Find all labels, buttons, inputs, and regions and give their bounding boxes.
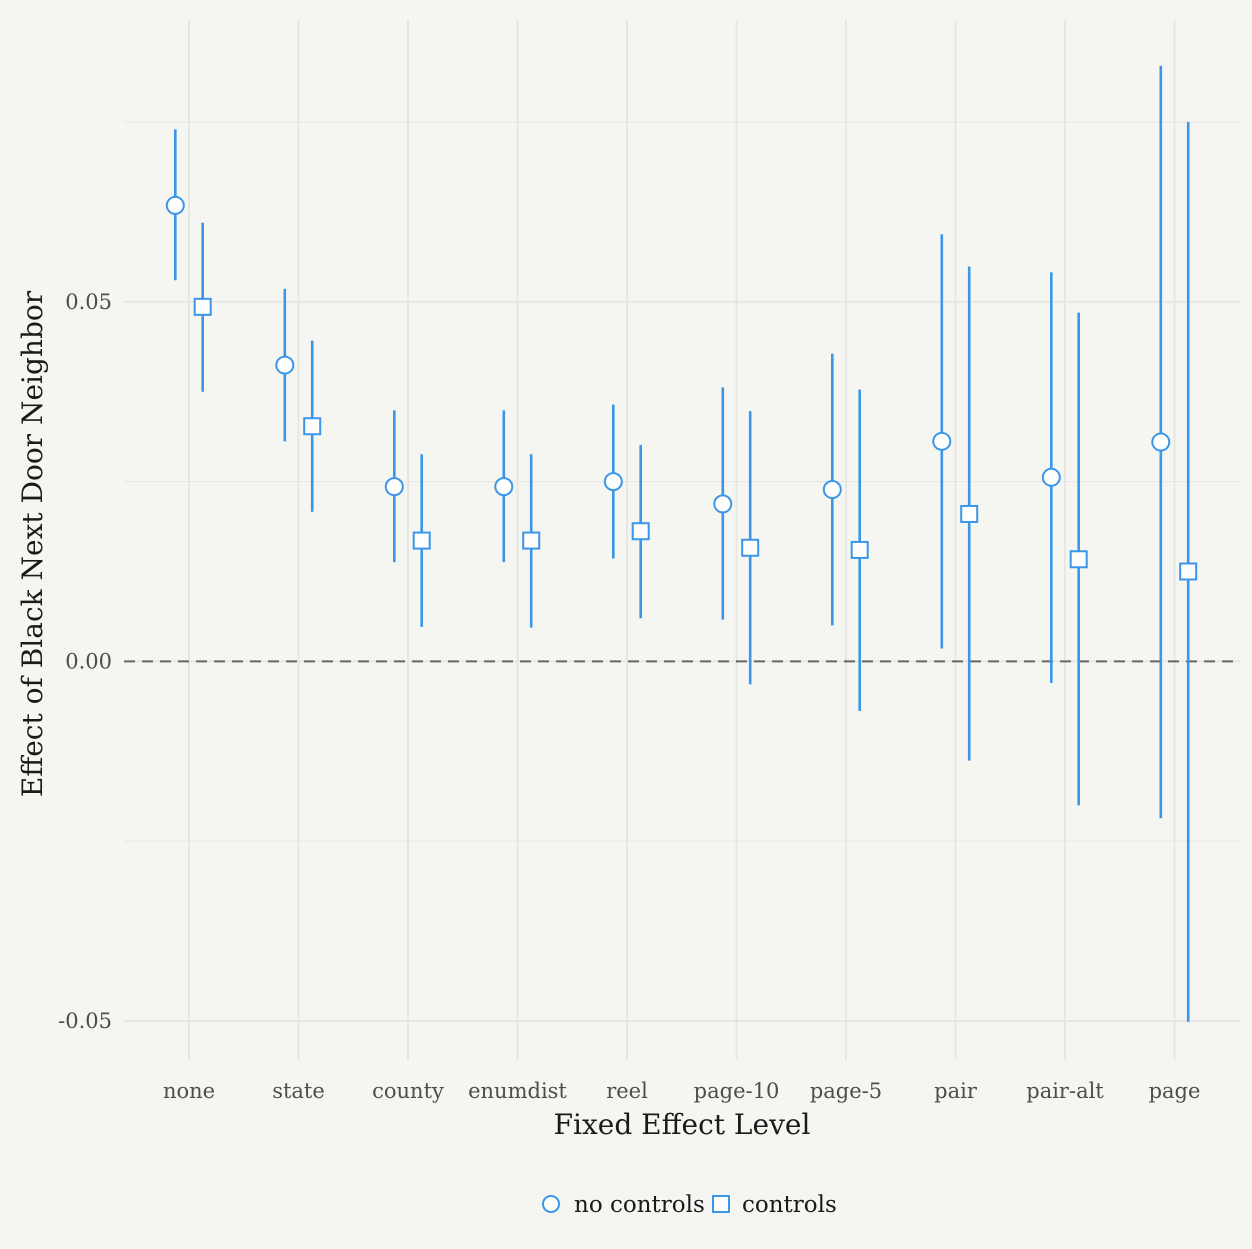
x-tick-label: pair bbox=[934, 1079, 978, 1103]
legend-circle-marker bbox=[542, 1195, 560, 1213]
point-no-controls bbox=[494, 477, 514, 497]
y-axis-title: Effect of Black Next Door Neighbor bbox=[16, 290, 49, 797]
point-no-controls bbox=[275, 355, 295, 375]
point-controls bbox=[850, 540, 869, 559]
point-no-controls bbox=[713, 494, 733, 514]
point-no-controls bbox=[384, 477, 404, 497]
point-controls bbox=[522, 531, 541, 550]
legend-square-marker bbox=[712, 1195, 730, 1213]
point-controls bbox=[631, 522, 650, 541]
point-controls bbox=[193, 297, 212, 316]
point-no-controls bbox=[603, 472, 623, 492]
x-tick-label: county bbox=[372, 1079, 444, 1103]
y-tick-label: 0.05 bbox=[65, 290, 112, 314]
point-controls bbox=[960, 504, 979, 523]
x-tick-labels: none state county enumdist reel page-10 page-5… bbox=[163, 1079, 1200, 1103]
x-tick-label: pair-alt bbox=[1026, 1079, 1104, 1103]
point-controls bbox=[412, 531, 431, 550]
point-controls bbox=[1069, 550, 1088, 569]
x-tick-label: page-10 bbox=[694, 1079, 780, 1103]
x-tick-label: page bbox=[1149, 1079, 1201, 1103]
point-no-controls bbox=[1151, 432, 1171, 452]
point-controls bbox=[303, 417, 322, 436]
x-tick-label: enumdist bbox=[468, 1079, 567, 1103]
y-tick-label: -0.05 bbox=[58, 1009, 112, 1033]
y-tick-labels: -0.05 0.00 0.05 bbox=[58, 290, 112, 1033]
grid-layer bbox=[124, 20, 1240, 1060]
x-tick-label: page-5 bbox=[810, 1079, 882, 1103]
point-controls bbox=[741, 538, 760, 557]
point-no-controls bbox=[932, 431, 952, 451]
data-layer bbox=[165, 65, 1198, 1022]
point-no-controls bbox=[165, 195, 185, 215]
x-tick-label: state bbox=[272, 1079, 325, 1103]
point-no-controls bbox=[822, 480, 842, 500]
legend-label-controls: controls bbox=[742, 1192, 837, 1218]
x-tick-label: none bbox=[163, 1079, 215, 1103]
x-tick-label: reel bbox=[606, 1079, 648, 1103]
point-no-controls bbox=[1041, 467, 1061, 487]
legend-label-no-controls: no controls bbox=[574, 1192, 705, 1218]
point-controls bbox=[1179, 562, 1198, 581]
x-axis-title: Fixed Effect Level bbox=[554, 1108, 811, 1141]
y-tick-label: 0.00 bbox=[65, 649, 112, 673]
legend: no controls controls bbox=[542, 1192, 837, 1218]
